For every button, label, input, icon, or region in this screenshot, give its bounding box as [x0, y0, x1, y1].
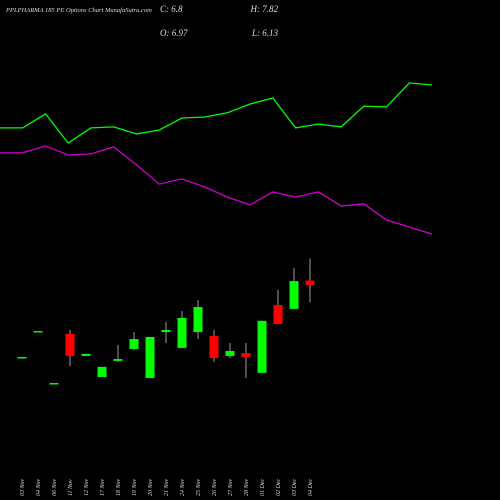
- x-tick-label: 06 Nov: [52, 478, 58, 496]
- x-tick-label: 04 Dec: [307, 479, 314, 496]
- candle-body: [177, 317, 187, 348]
- average-line: [0, 82, 433, 144]
- x-tick-label: 01 Dec: [260, 479, 266, 496]
- x-tick-label: 26 Nov: [212, 478, 218, 496]
- candle-body: [81, 353, 91, 356]
- x-tick-label: 03 Dec: [292, 479, 298, 496]
- x-tick-label: 28 Nov: [244, 478, 250, 496]
- x-tick-label: 25 Nov: [196, 478, 202, 496]
- average-line: [0, 145, 433, 235]
- x-tick-label: 11 Nov: [68, 479, 74, 496]
- x-tick-label: 19 Nov: [132, 478, 138, 496]
- candle-body: [17, 356, 27, 359]
- candle-body: [161, 329, 171, 333]
- candle-body: [33, 330, 43, 333]
- x-tick-label: 20 Nov: [148, 478, 154, 496]
- candle-body: [145, 336, 155, 379]
- x-tick-label: 02 Dec: [276, 479, 282, 496]
- candle-body: [97, 366, 107, 378]
- x-tick-label: 27 Nov: [228, 478, 234, 496]
- candle-body: [209, 335, 219, 359]
- candle-body: [289, 281, 299, 309]
- x-tick-label: 24 Nov: [179, 478, 186, 496]
- open-label: O: 6.97: [160, 28, 188, 38]
- x-tick-label: 03 Nov: [20, 478, 26, 496]
- x-tick-label: 18 Nov: [116, 478, 122, 496]
- candle-body: [273, 304, 283, 324]
- candle-body: [49, 382, 59, 385]
- chart-title: PPLPHARMA 185 PE Options Chart MunafaSut…: [5, 7, 152, 14]
- candle-body: [193, 307, 203, 333]
- candle-body: [305, 280, 315, 285]
- x-tick-label: 21 Nov: [164, 478, 170, 496]
- high-label: H: 7.82: [250, 4, 279, 14]
- candle-body: [241, 353, 251, 357]
- x-tick-label: 17 Nov: [100, 478, 106, 496]
- candle-body: [113, 359, 123, 361]
- close-label: C: 6.8: [160, 4, 183, 14]
- low-label: L: 6.13: [251, 28, 279, 38]
- candle-body: [129, 339, 139, 349]
- candle-body: [225, 351, 235, 356]
- x-tick-label: 12 Nov: [84, 478, 90, 496]
- x-tick-label: 04 Nov: [35, 478, 42, 496]
- candle-body: [65, 333, 75, 356]
- candle-body: [257, 320, 267, 373]
